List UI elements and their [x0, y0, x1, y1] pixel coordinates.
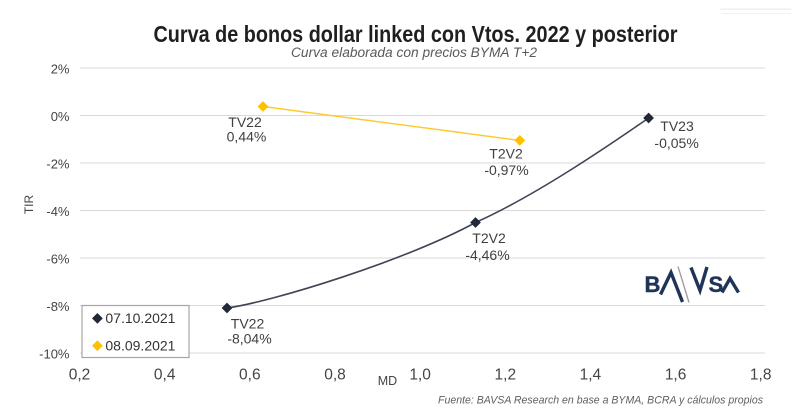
- svg-text:-4,46%: -4,46%: [465, 247, 509, 263]
- svg-text:1,4: 1,4: [580, 367, 602, 384]
- svg-text:-0,97%: -0,97%: [484, 162, 528, 178]
- svg-text:0,8: 0,8: [324, 367, 346, 384]
- svg-text:TV22: TV22: [231, 315, 265, 331]
- svg-text:TIR: TIR: [22, 195, 36, 215]
- svg-text:0,6: 0,6: [239, 367, 261, 384]
- svg-text:08.09.2021: 08.09.2021: [105, 338, 175, 354]
- svg-text:0,4: 0,4: [154, 367, 176, 384]
- svg-text:Curva de bonos dollar linked c: Curva de bonos dollar linked con Vtos. 2…: [154, 21, 678, 47]
- svg-text:1,8: 1,8: [750, 367, 772, 384]
- svg-text:07.10.2021: 07.10.2021: [105, 310, 175, 326]
- svg-text:1,0: 1,0: [409, 367, 431, 384]
- svg-text:TV23: TV23: [660, 118, 694, 134]
- svg-text:-6%: -6%: [46, 252, 70, 267]
- svg-text:-2%: -2%: [46, 157, 70, 172]
- svg-text:1,6: 1,6: [665, 367, 687, 384]
- svg-text:1,2: 1,2: [495, 367, 517, 384]
- svg-text:-0,05%: -0,05%: [654, 135, 698, 151]
- svg-text:0%: 0%: [51, 109, 70, 124]
- svg-text:-10%: -10%: [39, 347, 70, 362]
- svg-text:-8,04%: -8,04%: [227, 331, 271, 347]
- svg-text:TV22: TV22: [228, 114, 262, 130]
- svg-text:-4%: -4%: [46, 204, 70, 219]
- svg-text:T2V2: T2V2: [489, 145, 523, 161]
- svg-text:B: B: [645, 272, 661, 297]
- svg-text:S: S: [709, 272, 724, 297]
- svg-text:Fuente: BAVSA Research en base: Fuente: BAVSA Research en base a BYMA, B…: [438, 394, 763, 406]
- svg-text:MD: MD: [378, 374, 397, 388]
- svg-text:T2V2: T2V2: [472, 230, 506, 246]
- svg-text:0,44%: 0,44%: [227, 128, 267, 144]
- svg-text:Curva elaborada con precios BY: Curva elaborada con precios BYMA T+2: [291, 45, 537, 60]
- svg-text:-8%: -8%: [46, 299, 70, 314]
- svg-text:2%: 2%: [51, 62, 70, 77]
- svg-text:0,2: 0,2: [69, 367, 91, 384]
